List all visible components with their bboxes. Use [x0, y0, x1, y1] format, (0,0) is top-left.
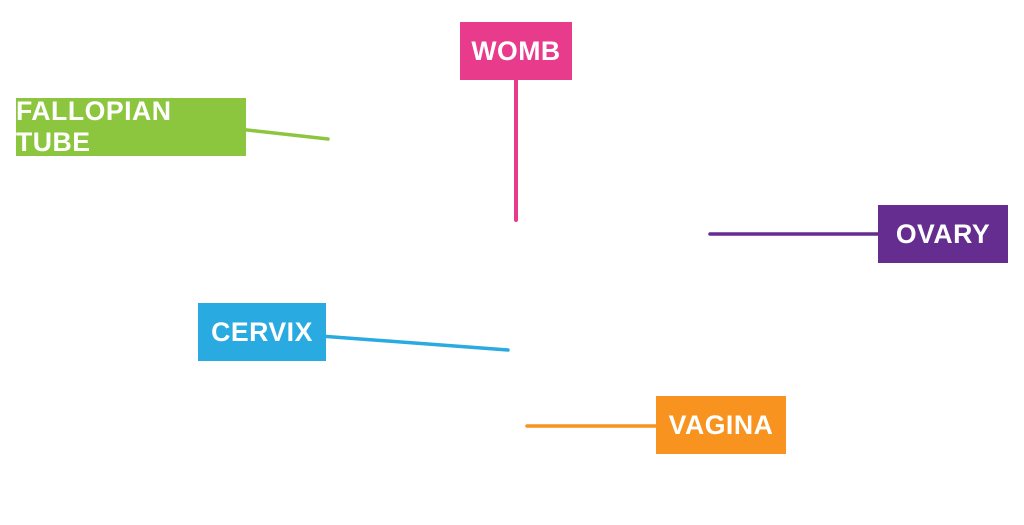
- label-ovary: OVARY: [878, 205, 1008, 263]
- label-fallopian-tube: FALLOPIAN TUBE: [16, 98, 246, 156]
- label-vagina: VAGINA: [656, 396, 786, 454]
- diagram-stage: WOMB FALLOPIAN TUBE OVARY CERVIX VAGINA: [0, 0, 1024, 525]
- label-womb: WOMB: [460, 22, 572, 80]
- label-cervix: CERVIX: [198, 303, 326, 361]
